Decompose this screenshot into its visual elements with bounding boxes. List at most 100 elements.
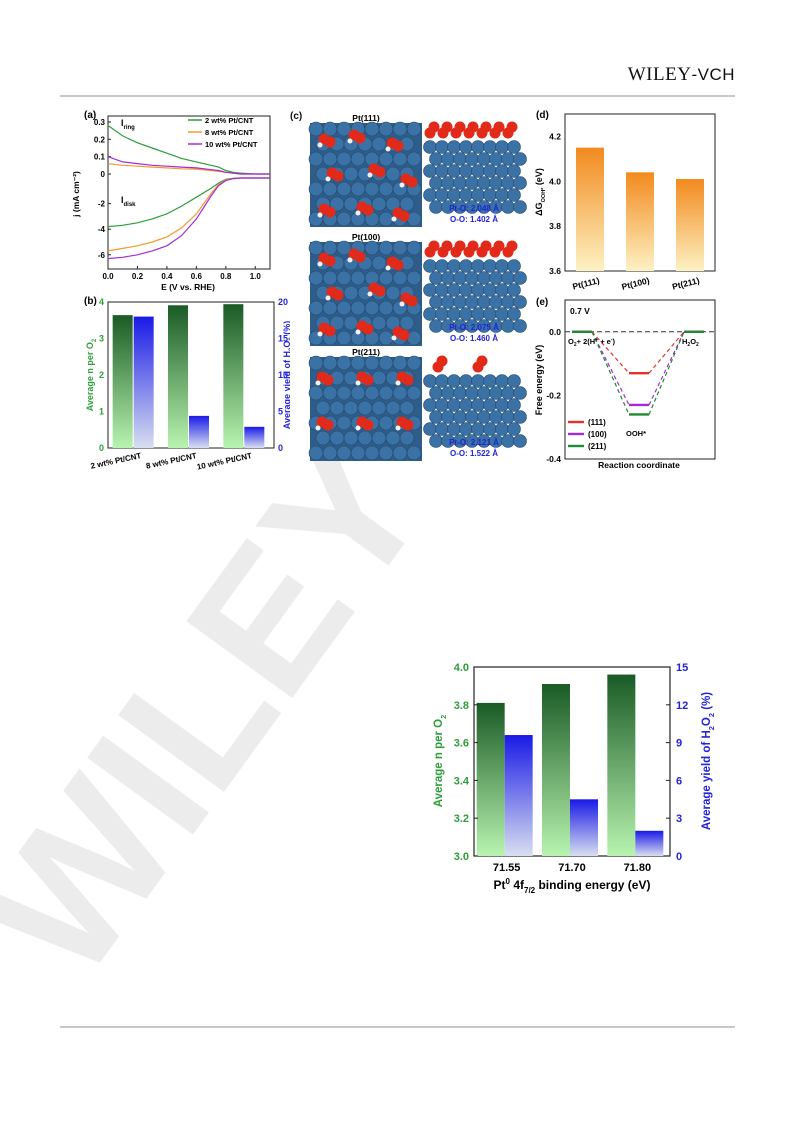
- bottom-chart-yleft-tick: 3.4: [454, 775, 470, 787]
- pt-atom: [322, 355, 338, 371]
- panel-e-legend-item: (111): [588, 418, 606, 427]
- pt-atom: [308, 355, 324, 371]
- pt-atom: [399, 196, 415, 212]
- pt-atom-side: [477, 410, 491, 424]
- pt-atom: [308, 445, 324, 461]
- panel-b-yleft-tick: 0: [99, 443, 104, 453]
- bottom-chart-yleft-tick: 3.6: [454, 738, 469, 750]
- pt-atom: [350, 385, 366, 401]
- pt-atom-side: [513, 410, 527, 424]
- pt-atom: [357, 400, 373, 416]
- pt-atom-side: [471, 188, 485, 202]
- pt-atom: [406, 445, 422, 461]
- pt-atom: [322, 445, 338, 461]
- pt-atom: [350, 355, 366, 371]
- pt-atom-side: [483, 188, 497, 202]
- pt-atom-side: [423, 307, 437, 321]
- o-atom: [324, 136, 336, 148]
- h-atom: [391, 216, 397, 222]
- o-atom-side: [428, 240, 440, 252]
- panel-e-connector: [591, 331, 630, 415]
- header-rule: [60, 95, 735, 97]
- bottom-chart-category: 71.55: [493, 862, 521, 874]
- panel-a-ytick: 0.1: [94, 153, 106, 162]
- o-atom: [402, 419, 414, 431]
- pt-atom: [378, 330, 394, 346]
- pt-atom: [392, 385, 408, 401]
- o-atom-side: [480, 121, 492, 133]
- pt-atom-side: [435, 398, 449, 412]
- o-atom: [332, 170, 344, 182]
- pt-atom: [399, 430, 415, 446]
- panel-e-connector: [591, 331, 630, 374]
- pt-atom-side: [471, 307, 485, 321]
- o-atom: [354, 132, 366, 144]
- panel-a-ytick: 0: [101, 170, 106, 179]
- pt-atom: [385, 400, 401, 416]
- pt-atom-side: [465, 410, 479, 424]
- panel-a-ytick: 0.2: [94, 135, 106, 144]
- pt-atom-side: [507, 259, 521, 273]
- pt-atom-side: [459, 422, 473, 436]
- pt-atom-side: [483, 140, 497, 154]
- pt-atom: [371, 430, 387, 446]
- panel-a-xtick: 0.0: [102, 272, 114, 281]
- pt-atom: [378, 211, 394, 227]
- o-atom-side: [506, 240, 518, 252]
- pt-atom-side: [459, 307, 473, 321]
- pt-atom-side: [441, 271, 455, 285]
- panel-b-bar-yield: [133, 316, 154, 448]
- o-atom: [392, 259, 404, 271]
- bottom-chart-yleft-label: Average n per O2: [433, 715, 448, 808]
- panel-a-chart: (a) 0.30.20.10-2-4-6 0.0 0.2 0.4 0.6 0.8 1.0 …: [71, 110, 271, 292]
- pt-atom: [399, 315, 415, 331]
- disk-label: Idisk: [121, 195, 136, 208]
- pt-atom: [322, 151, 338, 167]
- panel-e-ytick: 0.0: [549, 327, 561, 337]
- pt-atom: [322, 181, 338, 197]
- o-atom: [406, 295, 418, 307]
- pt-atom-side: [513, 152, 527, 166]
- pt-atom-side: [441, 295, 455, 309]
- bond-length-pt-o: Pt-O: 2.075 Å: [449, 323, 499, 332]
- pt-atom: [336, 445, 352, 461]
- pt-atom: [322, 300, 338, 316]
- bond-length-pt-o: Pt-O: 2.048 Å: [449, 204, 499, 213]
- panel-e-potential: 0.7 V: [570, 306, 590, 316]
- panel-d-chart: (d) 4.2 4.0 3.8 3.6 Pt(111) Pt(100) Pt(211) Δ…: [534, 110, 716, 292]
- pt-atom-side: [465, 295, 479, 309]
- pt-atom: [322, 270, 338, 286]
- pt-atom: [378, 385, 394, 401]
- pt-atom-side: [423, 398, 437, 412]
- bottom-chart-bar-n: [476, 702, 505, 856]
- panel-a-curve-6: [107, 177, 270, 260]
- pt-atom-side: [429, 152, 443, 166]
- pt-atom-side: [507, 164, 521, 178]
- panel-b-category: 10 wt% Pt/CNT: [196, 451, 253, 471]
- pt-atom: [336, 355, 352, 371]
- pt-atom: [308, 121, 324, 137]
- o-atom: [374, 285, 386, 297]
- pt-atom-side: [489, 176, 503, 190]
- panel-e-connector: [648, 331, 685, 374]
- h-atom: [317, 142, 323, 148]
- h-atom: [367, 291, 373, 297]
- pt-atom-side: [507, 398, 521, 412]
- publisher-logo: WILEY-VCH: [627, 64, 735, 85]
- o-atom-side: [467, 240, 479, 252]
- panel-d-label: (d): [536, 110, 549, 121]
- pt-atom-side: [459, 188, 473, 202]
- h-atom: [395, 380, 401, 386]
- pt-atom: [336, 151, 352, 167]
- pt-atom-side: [507, 140, 521, 154]
- pt-atom: [378, 270, 394, 286]
- pt-atom-side: [429, 410, 443, 424]
- panel-b-bar-yield: [244, 426, 265, 448]
- panel-e-frame: [564, 299, 716, 460]
- o-atom: [362, 204, 374, 216]
- h-atom: [347, 138, 353, 144]
- o-atom-side: [441, 121, 453, 133]
- pt-atom-side: [501, 410, 515, 424]
- pt-atom: [343, 285, 359, 301]
- pt-atom-side: [441, 152, 455, 166]
